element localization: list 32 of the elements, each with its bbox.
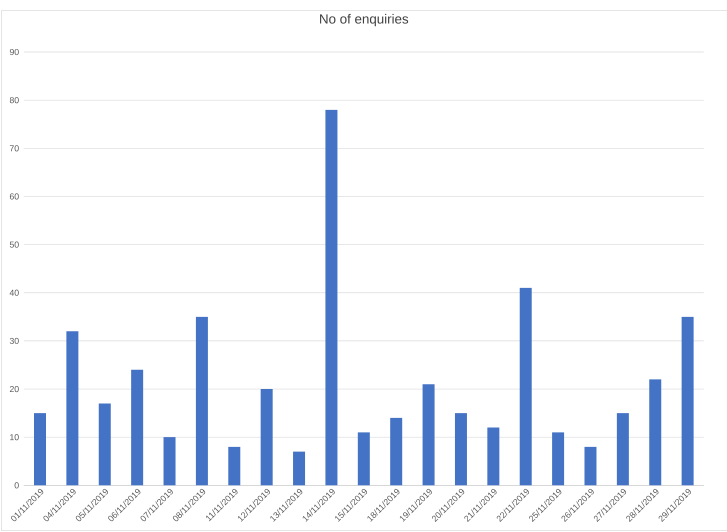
bar <box>293 452 306 486</box>
bar <box>34 413 46 486</box>
bar <box>228 446 240 486</box>
y-tick-label: 80 <box>10 97 19 104</box>
y-tick-label: 10 <box>10 434 19 440</box>
chart-title: No of enquiries <box>320 14 408 26</box>
y-tick-label: 60 <box>10 193 19 200</box>
bar <box>422 384 435 486</box>
bar <box>584 446 596 486</box>
bar <box>325 110 338 486</box>
bar <box>682 316 694 486</box>
bar <box>649 379 662 486</box>
y-tick-label: 90 <box>10 48 19 56</box>
bar <box>520 288 532 486</box>
bar <box>552 432 564 486</box>
bar <box>131 370 144 486</box>
bar <box>164 437 176 486</box>
bar <box>98 403 111 486</box>
y-tick-label: 50 <box>10 242 19 248</box>
bar <box>66 331 78 486</box>
bar <box>390 418 402 486</box>
bar <box>358 432 370 486</box>
bar <box>260 389 273 486</box>
y-tick-label: 70 <box>10 145 19 152</box>
bar <box>196 316 208 486</box>
y-tick-label: 0 <box>14 482 19 488</box>
bar <box>487 428 500 486</box>
bar <box>454 413 467 486</box>
y-tick-label: 40 <box>10 290 19 296</box>
y-tick-label: 20 <box>10 386 19 392</box>
y-tick-label: 30 <box>10 338 19 344</box>
bar <box>616 413 629 486</box>
